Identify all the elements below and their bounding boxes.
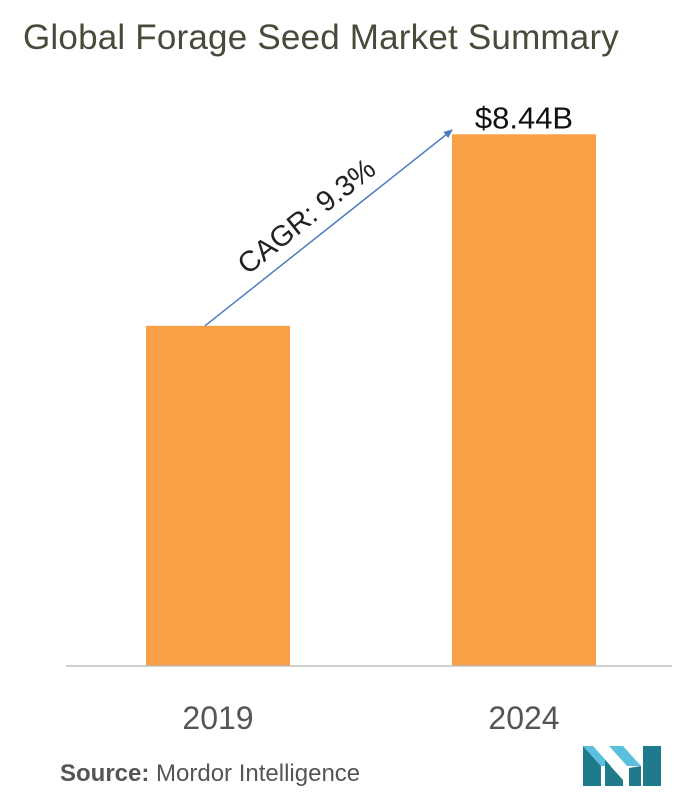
x-tick-label-2024: 2024 — [488, 700, 559, 736]
bar-2019 — [146, 326, 290, 666]
source-label: Source: — [60, 760, 149, 787]
mordor-intelligence-logo-icon — [583, 742, 661, 786]
bar-2024 — [452, 134, 596, 666]
cagr-arrow — [205, 130, 452, 326]
x-tick-label-2019: 2019 — [182, 700, 253, 736]
data-label-2024: $8.44B — [475, 100, 573, 135]
source-text: Mordor Intelligence — [156, 760, 360, 787]
cagr-label: CAGR: 9.3% — [232, 153, 382, 281]
bar-chart: 2019 2024 $8.44B CAGR: 9.3% — [0, 0, 699, 810]
source-note: Source: Mordor Intelligence — [60, 760, 360, 788]
